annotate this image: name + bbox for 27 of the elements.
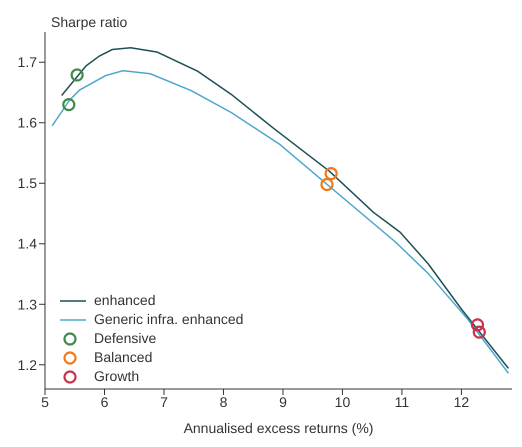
x-tick-label: 9 (279, 394, 288, 410)
legend-label: Generic infra. enhanced (94, 310, 244, 329)
x-axis-title: Annualised excess returns (%) (184, 420, 374, 436)
x-tick-label: 12 (454, 394, 470, 410)
legend-label: enhanced (94, 291, 156, 310)
legend-label: Balanced (94, 348, 152, 367)
x-tick-label: 7 (160, 394, 168, 410)
point (472, 326, 486, 339)
x-tick-label: 10 (334, 394, 350, 410)
y-tick-label: 1.4 (18, 236, 38, 252)
y-tick-label: 1.3 (18, 296, 38, 312)
point (470, 318, 484, 332)
x-tick-label: 11 (394, 394, 410, 410)
y-tick-label: 1.5 (18, 175, 38, 192)
point (70, 68, 84, 82)
y-tick-label: 1.7 (18, 54, 38, 70)
point (324, 166, 338, 180)
x-tick-label: 5 (41, 394, 50, 410)
y-tick-label: 1.6 (18, 114, 38, 131)
point (320, 178, 334, 192)
x-tick-label: 8 (220, 394, 228, 410)
x-tick-label: 6 (100, 394, 109, 410)
point (62, 98, 76, 112)
y-tick-label: 1.2 (18, 356, 38, 373)
y-axis-title: Sharpe ratio (51, 14, 128, 30)
legend-label: Growth (94, 367, 140, 386)
legend-label: Defensive (94, 329, 156, 348)
